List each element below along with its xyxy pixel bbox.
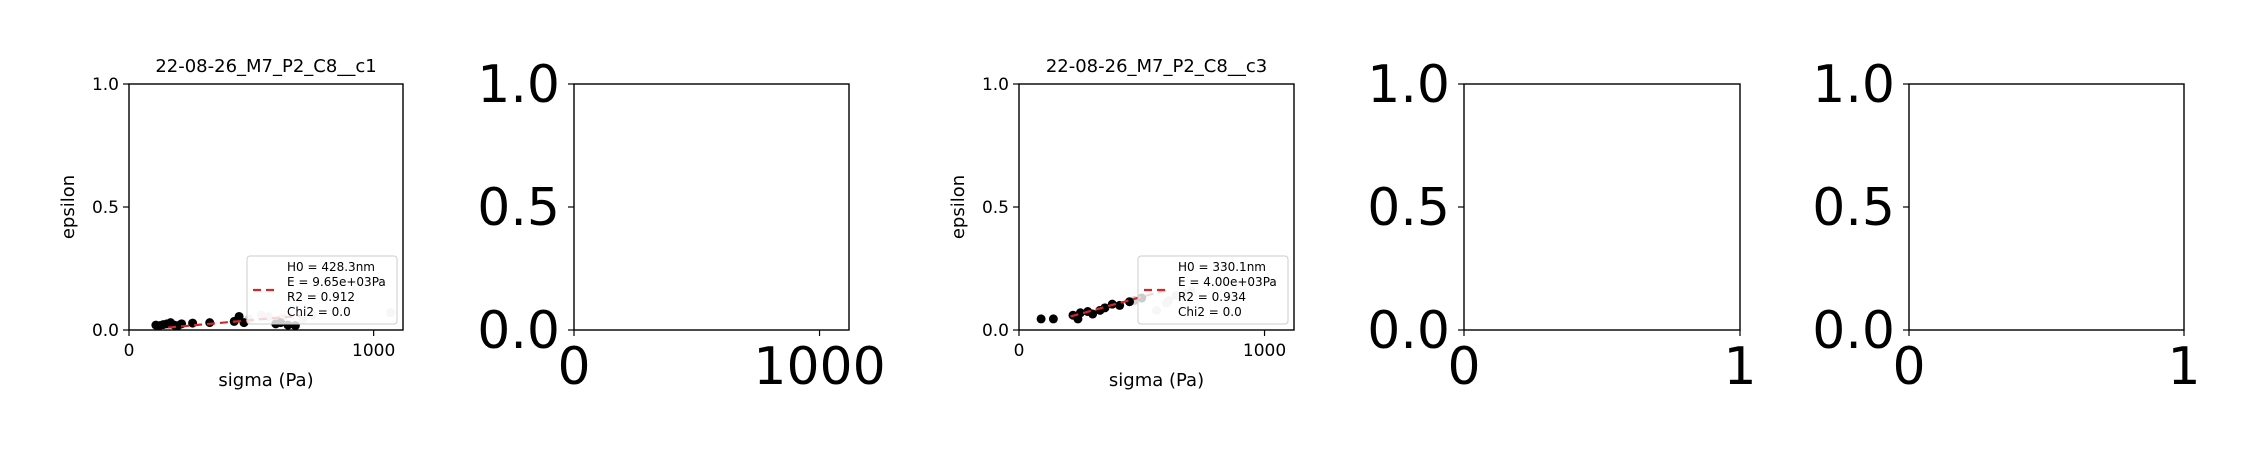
chart-panel-2: 0.0 0.5 1.0 0 1000 [477, 55, 885, 397]
y-tick-label: 1.0 [1812, 55, 1895, 115]
chart-panel-4: 0.0 0.5 1.0 0 1 [1367, 55, 1756, 397]
chart-title: 22-08-26_M7_P2_C8__c3 [1046, 56, 1267, 77]
x-tick-label: 0 [124, 341, 135, 361]
y-tick-label: 0.5 [982, 198, 1009, 218]
legend-text: H0 = 428.3nm [287, 260, 375, 274]
legend-box [1137, 255, 1289, 325]
y-tick-label: 1.0 [1367, 55, 1450, 115]
x-axis-label: sigma (Pa) [1109, 370, 1204, 391]
black-point [1124, 297, 1134, 307]
axes-frame [1463, 83, 1741, 331]
x-tick-label: 0 [1014, 341, 1025, 361]
black-point [234, 311, 244, 321]
x-tick-label: 1000 [352, 341, 395, 361]
legend-text: H0 = 330.1nm [1178, 260, 1266, 274]
y-tick-label: 0.0 [477, 301, 560, 361]
y-tick-label: 0.5 [477, 178, 560, 238]
x-tick-label: 1 [1723, 337, 1756, 397]
x-tick-label: 1000 [753, 337, 885, 397]
legend-text: E = 9.65e+03Pa [287, 275, 386, 289]
chart-panel-1: 0.0 0.5 1.0 0 1000 22-08-26_M7_P2_C8__c1sigma… [58, 56, 404, 391]
y-tick-label: 1.0 [982, 75, 1009, 95]
y-axis-label: epsilon [948, 175, 969, 239]
x-tick-label: 0 [557, 337, 590, 397]
legend-text: Chi2 = 0.0 [287, 305, 351, 319]
legend-text: R2 = 0.912 [287, 290, 355, 304]
x-axis-label: sigma (Pa) [218, 370, 313, 391]
y-tick-label: 1.0 [477, 55, 560, 115]
legend-box [246, 255, 398, 325]
black-point [1048, 314, 1058, 324]
chart-panel-5: 0.0 0.5 1.0 0 1 [1812, 55, 2200, 397]
y-tick-label: 0.0 [92, 321, 119, 341]
legend-text: Chi2 = 0.0 [1178, 305, 1242, 319]
y-tick-label: 0.5 [1367, 178, 1450, 238]
y-tick-label: 0.0 [982, 321, 1009, 341]
black-point [188, 318, 198, 328]
axes-frame [573, 83, 850, 331]
chart-panel-3: 0.0 0.5 1.0 0 1000 22-08-26_M7_P2_C8__c3sigma… [948, 56, 1295, 391]
chart-title: 22-08-26_M7_P2_C8__c1 [155, 56, 376, 77]
axes-frame [1908, 83, 2185, 331]
y-tick-label: 0.0 [1812, 301, 1895, 361]
legend-text: R2 = 0.934 [1178, 290, 1246, 304]
x-tick-label: 0 [1892, 337, 1925, 397]
y-tick-label: 0.0 [1367, 301, 1450, 361]
x-tick-label: 1000 [1243, 341, 1286, 361]
black-point [1036, 314, 1046, 324]
legend-text: E = 4.00e+03Pa [1178, 275, 1277, 289]
y-axis-label: epsilon [58, 175, 79, 239]
y-tick-label: 0.5 [1812, 178, 1895, 238]
y-tick-label: 1.0 [92, 75, 119, 95]
x-tick-label: 0 [1447, 337, 1480, 397]
x-tick-label: 1 [2167, 337, 2200, 397]
y-tick-label: 0.5 [92, 198, 119, 218]
black-point [1100, 303, 1110, 313]
